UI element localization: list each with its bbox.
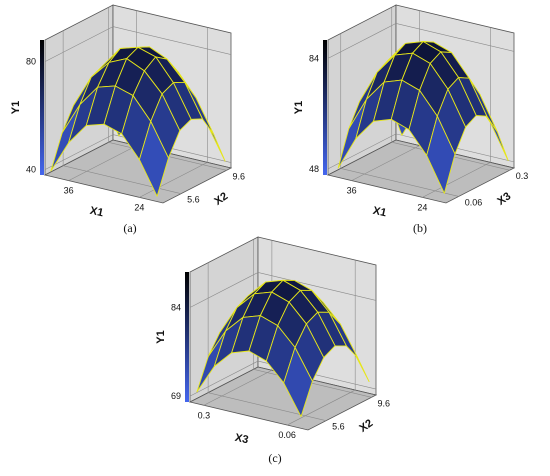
x-axis-label: X3 (234, 432, 250, 447)
grid-line (203, 370, 273, 406)
color-bar (40, 40, 44, 175)
grid-line (63, 165, 182, 194)
depth-tick-label: 9.6 (232, 171, 245, 181)
grid-line (287, 389, 356, 426)
grid-line (351, 145, 420, 181)
grid-line (189, 360, 259, 397)
y-tick-label: 84 (309, 53, 319, 63)
y-axis-label: Y1 (155, 330, 167, 343)
surface-patch (138, 120, 169, 197)
grid-line (68, 145, 137, 181)
depth-axis-label: X2 (357, 417, 375, 435)
depth-tick-label: 5.6 (332, 422, 345, 432)
floor (188, 366, 378, 431)
panel-label: (c) (268, 451, 281, 465)
floor (43, 139, 233, 204)
grid-line (253, 369, 372, 398)
grid-line (422, 162, 491, 198)
y-axis-label: Y1 (10, 101, 22, 114)
grid-line (340, 168, 459, 197)
y-tick-label: 40 (26, 165, 36, 175)
y-tick-label: 84 (171, 302, 181, 312)
grid-line (257, 272, 377, 301)
y-tick-label: 69 (171, 391, 181, 401)
surface-patch (283, 347, 313, 417)
grid-line (189, 272, 259, 308)
x-tick-label: 36 (64, 186, 74, 196)
y-tick-label: 80 (26, 57, 36, 67)
x-tick-label: 0.3 (198, 410, 211, 420)
grid-line (327, 23, 397, 59)
x-tick-label: 24 (417, 202, 427, 212)
x-axis-label: X1 (89, 205, 105, 220)
depth-tick-label: 5.6 (187, 195, 200, 205)
x-tick-label: 24 (134, 202, 144, 212)
x-axis-label: X1 (372, 205, 388, 220)
y-tick-label: 48 (309, 164, 319, 174)
grid-line (44, 134, 114, 170)
depth-axis-label: X3 (495, 190, 513, 208)
surface-chart: 48 84 36 24 0.06 0.3 Y1 X1 X3 (b) (293, 4, 529, 235)
x-tick-label: 36 (347, 186, 357, 196)
panel-label: (b) (413, 221, 427, 235)
depth-tick-label: 9.6 (377, 398, 390, 408)
floor (326, 139, 516, 204)
surface-chart: 40 80 36 24 5.6 9.6 Y1 X1 X2 (a) (10, 4, 245, 235)
depth-tick-label: 0.06 (465, 197, 483, 207)
grid-line (139, 162, 208, 198)
x-tick-label: 0.06 (278, 430, 296, 440)
grid-line (112, 26, 232, 55)
color-bar (185, 272, 189, 402)
grid-line (208, 392, 327, 421)
color-bar (323, 40, 327, 175)
surface-patch (426, 115, 456, 194)
panel-label: (a) (123, 221, 136, 235)
grid-line (44, 26, 114, 62)
grid-line (395, 23, 515, 52)
y-axis-label: Y1 (293, 101, 305, 114)
depth-tick-label: 0.3 (516, 171, 529, 181)
surface-chart: 69 84 0.3 0.06 5.6 9.6 Y1 X3 X2 (c) (155, 236, 390, 465)
depth-axis-label: X2 (212, 190, 230, 208)
